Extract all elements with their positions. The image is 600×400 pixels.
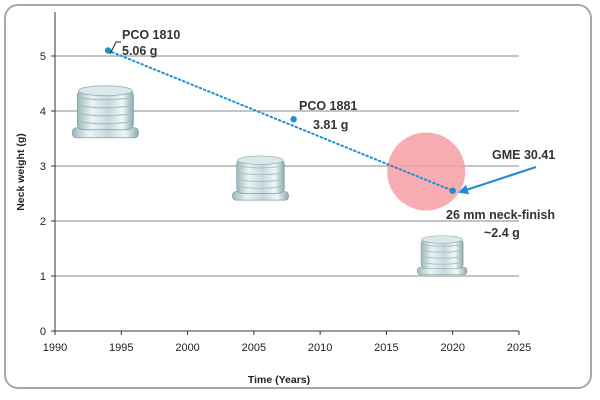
data-point-2 (290, 116, 297, 123)
data-points (104, 47, 456, 194)
x-tick-label-1990: 1990 (43, 342, 67, 354)
y-tick-label-1: 1 (40, 271, 46, 283)
x-tick-label-2025: 2025 (507, 342, 531, 354)
y-tick-label-0: 0 (40, 326, 46, 338)
annotation-pco-1810-name: PCO 1810 (122, 28, 180, 42)
annotation-pco-1881-value: 3.81 g (313, 118, 348, 132)
y-tick-label-4: 4 (40, 106, 46, 118)
tick-labels: 1990 1995 2000 2005 2010 2015 2020 2025 0 1 2 3 4 5 (40, 51, 531, 354)
axes (51, 12, 520, 335)
annotation-pco-1881-name: PCO 1881 (299, 99, 357, 113)
highlight-layer (387, 132, 466, 211)
trend-line-layer (107, 49, 454, 192)
y-tick-label-3: 3 (40, 161, 46, 173)
annotation-gme-label: GME 30.41 (492, 148, 555, 162)
highlight-circle (387, 132, 466, 211)
bottle-neck-image-2 (232, 155, 289, 201)
annotation-pco-1810-value: 5.06 g (122, 44, 157, 58)
bottle-neck-image-3 (417, 235, 468, 276)
x-axis-label: Time (Years) (248, 374, 310, 386)
x-tick-label-2015: 2015 (374, 342, 398, 354)
gridlines (55, 55, 519, 277)
x-tick-label-2005: 2005 (242, 342, 266, 354)
data-point-3 (449, 187, 456, 194)
annotation-neck-finish-label: 26 mm neck-finish (446, 208, 555, 222)
y-tick-label-5: 5 (40, 51, 46, 63)
trend-line (107, 49, 454, 192)
chart-panel (4, 4, 592, 389)
y-tick-label-2: 2 (40, 216, 46, 228)
x-tick-label-2000: 2000 (175, 342, 199, 354)
annotation-leader-pco-1810 (109, 41, 121, 55)
annotation-neck-finish-weight: ~2.4 g (484, 226, 520, 240)
y-axis-label: Neck weight (g) (15, 133, 27, 211)
x-tick-label-2020: 2020 (440, 342, 464, 354)
x-tick-label-1995: 1995 (109, 342, 133, 354)
bottle-neck-images (71, 85, 468, 276)
data-point-1 (104, 47, 112, 54)
x-tick-label-2010: 2010 (308, 342, 332, 354)
bottle-neck-image-1 (71, 85, 139, 139)
gme-arrow (458, 165, 537, 195)
